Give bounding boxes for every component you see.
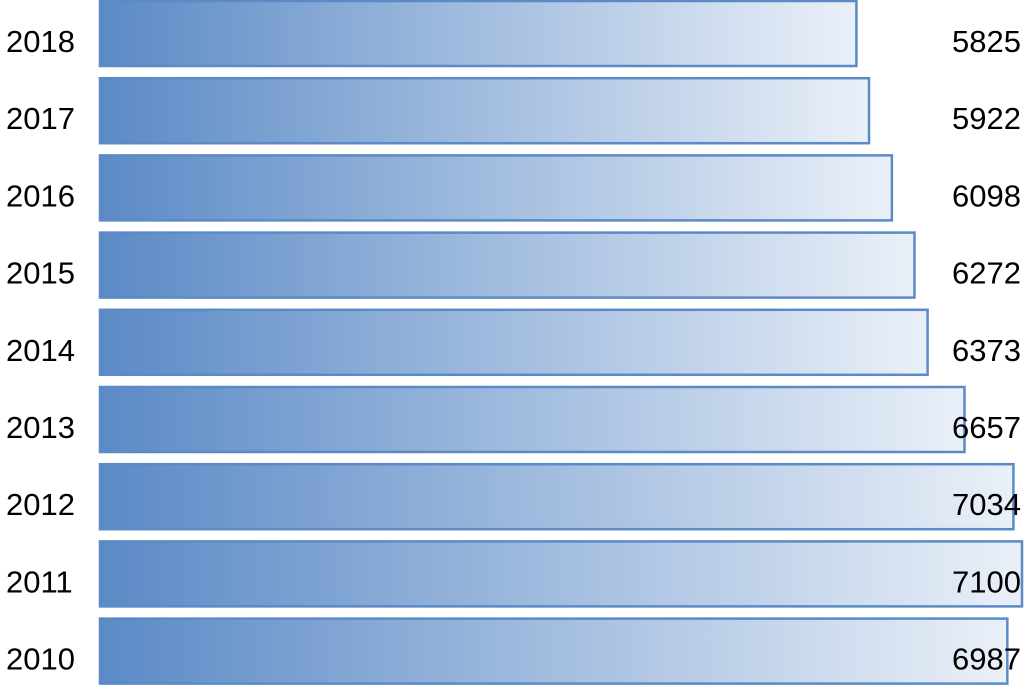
category-label-2017: 2017 [6,101,75,136]
category-label-2013: 2013 [6,410,75,445]
value-label-2011: 7100 [952,564,1021,599]
bar-2015 [98,231,916,299]
value-label-2016: 6098 [952,178,1021,213]
bar-2010 [98,617,1009,685]
bar-2017 [98,76,871,145]
category-label-2018: 2018 [6,24,75,59]
value-label-2015: 6272 [952,256,1021,291]
value-label-2010: 6987 [952,642,1021,677]
category-label-2010: 2010 [6,642,75,677]
bar-2016 [98,154,894,222]
labels-layer: 2018 5825 2017 5922 2016 6098 2015 6272 2014 6373… [6,24,1021,677]
bar-2018 [98,0,858,68]
category-label-2014: 2014 [6,333,75,368]
bar-2011 [98,540,1024,608]
category-label-2011: 2011 [6,564,73,599]
bar-2014 [98,308,929,377]
bars-layer [98,0,1024,685]
value-label-2013: 6657 [952,410,1021,445]
bar-2013 [98,385,966,454]
value-label-2014: 6373 [952,333,1021,368]
value-label-2017: 5922 [952,101,1021,136]
category-label-2015: 2015 [6,256,75,291]
value-label-2018: 5825 [952,24,1021,59]
category-label-2016: 2016 [6,178,75,213]
category-label-2012: 2012 [6,487,75,522]
value-label-2012: 7034 [952,487,1021,522]
bar-2012 [98,462,1015,531]
